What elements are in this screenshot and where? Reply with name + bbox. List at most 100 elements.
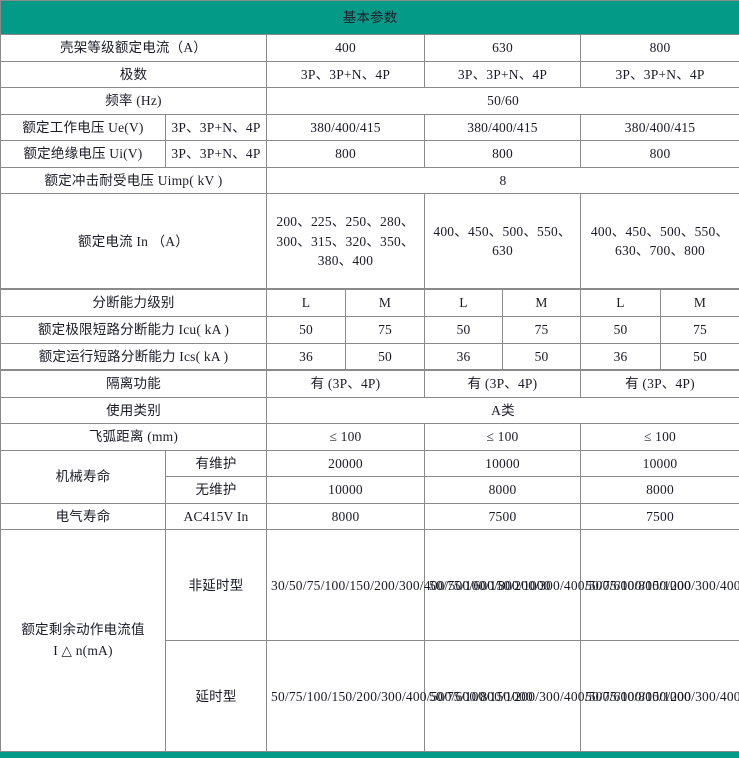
cell-ics-630-l: 36 [425,343,503,370]
residual-current-label-line2: I △ n(mA) [5,641,161,662]
table-row: 电气寿命 AC415V In 8000 7500 7500 [1,503,739,530]
row-sublabel-elec-life: AC415V In [166,503,267,530]
cell-residual-delay-800: 50/75/100/150/200/300/400/500/600/800/10… [581,641,739,752]
cell-ics-400-l: 36 [267,343,346,370]
general-features-table: 隔离功能 有 (3P、4P) 有 (3P、4P) 有 (3P、4P) 使用类别 … [0,370,739,752]
table-row: 飞弧距离 (mm) ≤ 100 ≤ 100 ≤ 100 [1,424,739,451]
cell-arc-distance-800: ≤ 100 [581,424,739,451]
residual-current-label-line1: 额定剩余动作电流值 [5,620,161,641]
cell-mech-life-unmaintained-400: 10000 [267,477,425,504]
cell-ics-630-m: 50 [503,343,581,370]
cell-isolation-400: 有 (3P、4P) [267,371,425,398]
cell-frame-rating-400: 400 [267,35,425,62]
row-label-arc-distance: 飞弧距离 (mm) [1,424,267,451]
table-row: 额定剩余动作电流值 I △ n(mA) 非延时型 30/50/75/100/15… [1,530,739,641]
cell-elec-life-400: 8000 [267,503,425,530]
cell-breaking-class-800-l: L [581,290,661,317]
cell-arc-distance-630: ≤ 100 [425,424,581,451]
cell-breaking-class-400-m: M [346,290,425,317]
table-row: 额定极限短路分断能力 Icu( kA ) 50 75 50 75 50 75 [1,316,739,343]
cell-breaking-class-630-m: M [503,290,581,317]
cell-icu-400-m: 75 [346,316,425,343]
cell-breaking-class-800-m: M [661,290,739,317]
table-row: 频率 (Hz) 50/60 [1,88,739,115]
table-row: 分断能力级别 L M L M L M [1,290,739,317]
breaking-capacity-table: 分断能力级别 L M L M L M 额定极限短路分断能力 Icu( kA ) … [0,289,739,370]
table-row: 额定冲击耐受电压 Uimp( kV ) 8 [1,167,739,194]
row-sublabel-mech-life-maintained: 有维护 [166,450,267,477]
spec-sheet: 基本参数 壳架等级额定电流（A） 400 630 800 极数 3P、3P+N、… [0,0,739,728]
table-row: 使用类别 A类 [1,397,739,424]
cell-ics-800-m: 50 [661,343,739,370]
row-label-icu: 额定极限短路分断能力 Icu( kA ) [1,316,267,343]
row-label-mech-life: 机械寿命 [1,450,166,503]
row-label-usage-class: 使用类别 [1,397,267,424]
cell-mech-life-unmaintained-800: 8000 [581,477,739,504]
cell-in-current-400: 200、225、250、280、300、315、320、350、380、400 [267,194,425,289]
cell-mech-life-maintained-630: 10000 [425,450,581,477]
cell-ics-800-l: 36 [581,343,661,370]
row-label-ics: 额定运行短路分断能力 Ics( kA ) [1,343,267,370]
row-sublabel-ue: 3P、3P+N、4P [166,114,267,141]
cell-poles-800: 3P、3P+N、4P [581,61,739,88]
table-row: 壳架等级额定电流（A） 400 630 800 [1,35,739,62]
row-label-elec-life: 电气寿命 [1,503,166,530]
table-row: 隔离功能 有 (3P、4P) 有 (3P、4P) 有 (3P、4P) [1,371,739,398]
table-row: 额定绝缘电压 Ui(V) 3P、3P+N、4P 800 800 800 [1,141,739,168]
cell-poles-400: 3P、3P+N、4P [267,61,425,88]
cell-icu-400-l: 50 [267,316,346,343]
row-label-isolation: 隔离功能 [1,371,267,398]
cell-ui-800: 800 [581,141,739,168]
cell-ue-630: 380/400/415 [425,114,581,141]
row-sublabel-residual-delay: 延时型 [166,641,267,752]
cell-mech-life-unmaintained-630: 8000 [425,477,581,504]
cell-elec-life-800: 7500 [581,503,739,530]
cell-residual-delay-630: 50/75/100/150/200/300/400/500/600/800/10… [425,641,581,752]
cell-frame-rating-630: 630 [425,35,581,62]
table-row: 极数 3P、3P+N、4P 3P、3P+N、4P 3P、3P+N、4P [1,61,739,88]
row-sublabel-mech-life-unmaintained: 无维护 [166,477,267,504]
cell-poles-630: 3P、3P+N、4P [425,61,581,88]
page-title: 基本参数 [1,1,739,35]
cell-in-current-800: 400、450、500、550、630、700、800 [581,194,739,289]
cell-icu-630-l: 50 [425,316,503,343]
table-row: 机械寿命 有维护 20000 10000 10000 [1,450,739,477]
footer-accent-bar [0,752,739,758]
cell-in-current-630: 400、450、500、550、630 [425,194,581,289]
cell-elec-life-630: 7500 [425,503,581,530]
cell-usage-class-value: A类 [267,397,739,424]
cell-isolation-630: 有 (3P、4P) [425,371,581,398]
cell-breaking-class-400-l: L [267,290,346,317]
cell-ue-800: 380/400/415 [581,114,739,141]
cell-frequency-value: 50/60 [267,88,739,115]
row-label-in-current: 额定电流 In （A） [1,194,267,289]
cell-ui-400: 800 [267,141,425,168]
row-sublabel-ui: 3P、3P+N、4P [166,141,267,168]
cell-ui-630: 800 [425,141,581,168]
table-row: 额定电流 In （A） 200、225、250、280、300、315、320、… [1,194,739,289]
basic-parameters-table: 基本参数 壳架等级额定电流（A） 400 630 800 极数 3P、3P+N、… [0,0,739,289]
cell-residual-non-delay-400: 30/50/75/100/150/200/300/400/500/600/800… [267,530,425,641]
cell-frame-rating-800: 800 [581,35,739,62]
cell-arc-distance-400: ≤ 100 [267,424,425,451]
cell-residual-non-delay-630: 50/75/100/150/200/300/400/500/600/800/10… [425,530,581,641]
row-label-uimp: 额定冲击耐受电压 Uimp( kV ) [1,167,267,194]
row-label-residual-current: 额定剩余动作电流值 I △ n(mA) [1,530,166,752]
cell-mech-life-maintained-400: 20000 [267,450,425,477]
row-sublabel-residual-non-delay: 非延时型 [166,530,267,641]
row-label-ue: 额定工作电压 Ue(V) [1,114,166,141]
row-label-ui: 额定绝缘电压 Ui(V) [1,141,166,168]
cell-residual-delay-400: 50/75/100/150/200/300/400/500/600/800/10… [267,641,425,752]
row-label-frame-rating: 壳架等级额定电流（A） [1,35,267,62]
cell-icu-630-m: 75 [503,316,581,343]
cell-residual-non-delay-800: 50/75/100/150/200/300/400/500/600/800/10… [581,530,739,641]
table-title-row: 基本参数 [1,1,739,35]
cell-icu-800-m: 75 [661,316,739,343]
table-row: 额定运行短路分断能力 Ics( kA ) 36 50 36 50 36 50 [1,343,739,370]
row-label-poles: 极数 [1,61,267,88]
cell-breaking-class-630-l: L [425,290,503,317]
row-label-breaking-class: 分断能力级别 [1,290,267,317]
cell-uimp-value: 8 [267,167,739,194]
row-label-frequency: 频率 (Hz) [1,88,267,115]
table-row: 额定工作电压 Ue(V) 3P、3P+N、4P 380/400/415 380/… [1,114,739,141]
